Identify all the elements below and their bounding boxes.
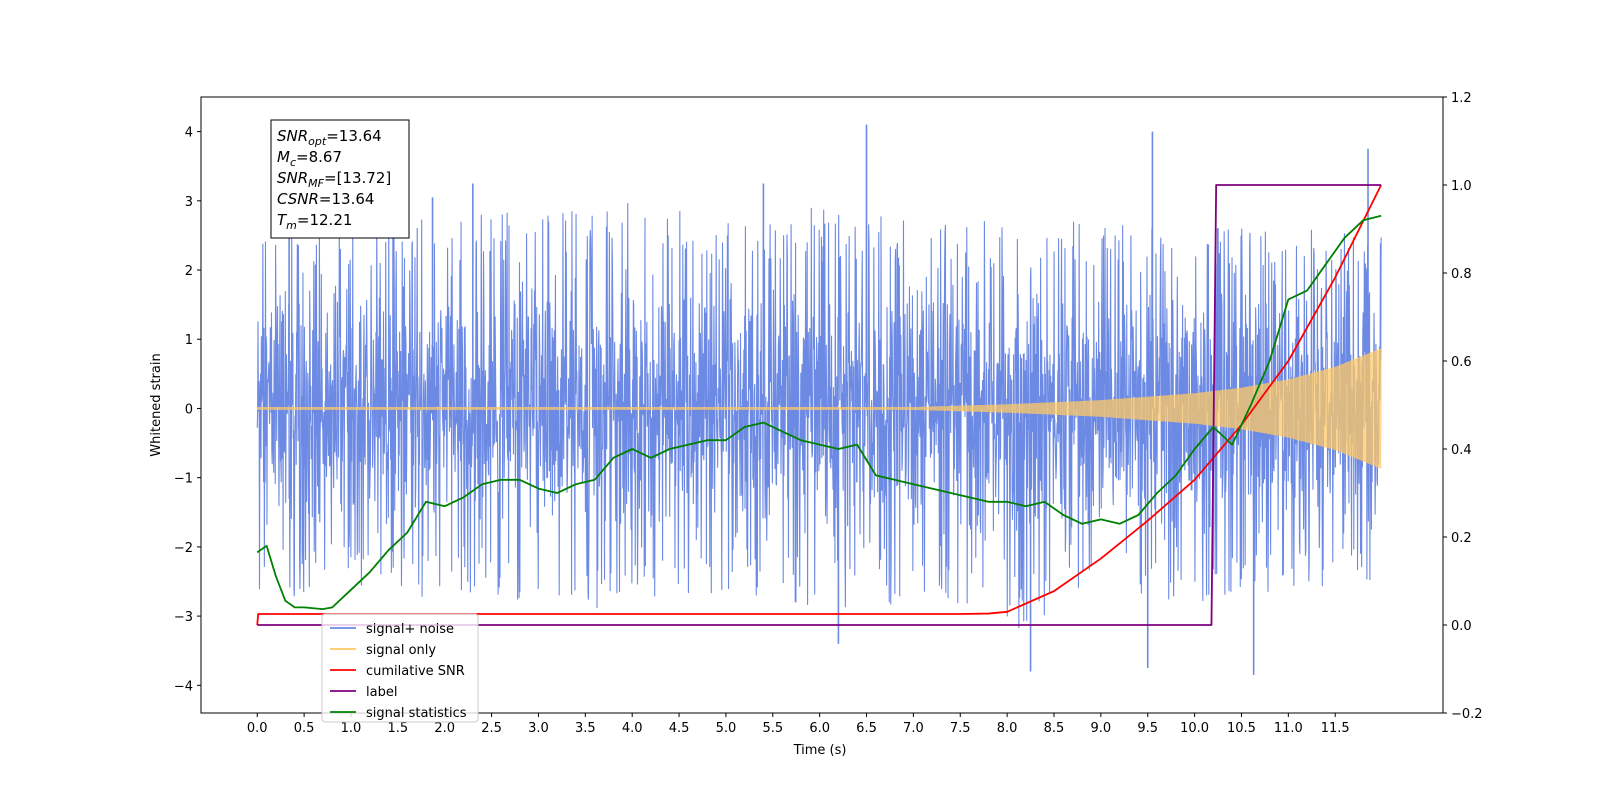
info-box-line: Tm=12.21 xyxy=(277,211,352,232)
x-tick-label: 11.0 xyxy=(1274,721,1303,736)
info-box-line: Mc=8.67 xyxy=(277,148,342,169)
y2-tick-label: 0.0 xyxy=(1451,619,1472,634)
x-tick-label: 4.0 xyxy=(622,721,643,736)
y2-tick-label: 0.2 xyxy=(1451,531,1472,546)
y-tick-label: 3 xyxy=(185,195,193,210)
legend-frame xyxy=(321,613,479,723)
y-tick-label: −2 xyxy=(174,541,193,556)
y-tick-label: −4 xyxy=(174,679,193,694)
x-tick-label: 2.5 xyxy=(481,721,502,736)
x-tick-label: 11.5 xyxy=(1321,721,1350,736)
x-tick-label: 6.5 xyxy=(856,721,877,736)
axes-layer: 0.0 0.5 1.0 1.5 2.0 2.5 3.0 3.5 4.0 4.5 5.0 5.5 6.0 6… xyxy=(174,91,1483,736)
info-box-frame xyxy=(270,119,410,239)
x-tick-label: 10.0 xyxy=(1180,721,1209,736)
y-axis-label: Whitened strain xyxy=(149,353,164,456)
x-axis-label: Time (s) xyxy=(793,743,847,758)
legend-entry-label: signal+ noise xyxy=(366,622,454,637)
info-box: SNRopt=13.64Mc=8.67SNRMF=[13.72]CSNR=13.… xyxy=(270,119,410,239)
series-signal-statistics-line xyxy=(256,214,1382,611)
y-tick-label: 0 xyxy=(185,402,193,417)
y-tick-label: 1 xyxy=(185,333,193,348)
x-tick-label: 2.0 xyxy=(434,721,455,736)
info-box-line: SNRopt=13.64 xyxy=(277,127,382,148)
y2-tick-label: 1.2 xyxy=(1451,91,1472,106)
x-tick-label: 10.5 xyxy=(1227,721,1256,736)
x-tick-label: 9.5 xyxy=(1137,721,1158,736)
x-tick-label: 7.5 xyxy=(950,721,971,736)
x-tick-label: 9.0 xyxy=(1091,721,1112,736)
x-tick-label: 7.0 xyxy=(903,721,924,736)
series-signal-noise-line xyxy=(256,202,1382,629)
y-tick-label: 2 xyxy=(185,264,193,279)
y2-tick-label: 0.4 xyxy=(1451,443,1472,458)
x-tick-label: 5.0 xyxy=(716,721,737,736)
x-tick-label: 3.5 xyxy=(575,721,596,736)
series-cumilative-snr-line xyxy=(256,184,1382,626)
x-tick-label: 3.0 xyxy=(528,721,549,736)
legend-entry-label: signal statistics xyxy=(366,706,467,721)
series-signal-only-line xyxy=(256,348,1382,469)
x-tick-label: 8.5 xyxy=(1044,721,1065,736)
y2-tick-label: −0.2 xyxy=(1451,707,1483,722)
x-tick-label: 8.0 xyxy=(997,721,1018,736)
plot-frame xyxy=(200,96,1444,714)
x-tick-label: 0.5 xyxy=(294,721,315,736)
series-label-line xyxy=(257,184,1382,626)
legend-entry-label: cumilative SNR xyxy=(366,664,465,679)
info-box-line: SNRMF=[13.72] xyxy=(277,169,391,190)
y2-tick-label: 0.8 xyxy=(1451,267,1472,282)
info-box-line: CSNR=13.64 xyxy=(277,190,374,208)
x-tick-label: 4.5 xyxy=(669,721,690,736)
y-tick-label: −3 xyxy=(174,610,193,625)
x-tick-label: 6.0 xyxy=(809,721,830,736)
legend-entry-label: signal only xyxy=(366,643,436,658)
x-tick-label: 1.5 xyxy=(388,721,409,736)
legend: signal+ noise signal only cumilative SNR la… xyxy=(321,613,479,723)
y2-tick-label: 0.6 xyxy=(1451,355,1472,370)
y2-tick-label: 1.0 xyxy=(1451,179,1472,194)
legend-entry-label: label xyxy=(366,685,397,700)
x-tick-label: 1.0 xyxy=(341,721,362,736)
x-tick-label: 0.0 xyxy=(247,721,268,736)
series-layer xyxy=(256,124,1382,675)
x-tick-label: 5.5 xyxy=(762,721,783,736)
y-tick-label: −1 xyxy=(174,472,193,487)
y-tick-label: 4 xyxy=(185,126,193,141)
